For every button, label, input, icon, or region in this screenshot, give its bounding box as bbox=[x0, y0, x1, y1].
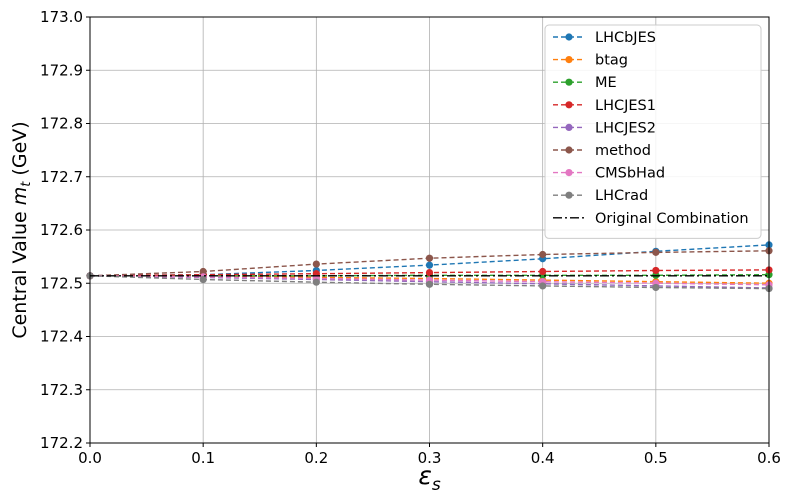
legend-entry-lhcjes1: LHCJES1 bbox=[553, 98, 656, 114]
legend-box bbox=[544, 24, 762, 239]
legend-swatch-marker bbox=[565, 146, 573, 154]
x-tick-label: 0.1 bbox=[191, 449, 215, 467]
legend-entry-cmsbhad: CMSbHad bbox=[553, 166, 665, 182]
legend-label: btag bbox=[595, 53, 628, 69]
series-layer bbox=[86, 241, 773, 293]
data-point-lhcjes1 bbox=[539, 267, 547, 276]
y-tick-label: 172.9 bbox=[40, 61, 83, 79]
legend: LHCbJES btag ME LHCJES1 LHCJES2 method CMSbHad… bbox=[544, 24, 762, 239]
x-tick-label: 0.6 bbox=[757, 449, 781, 467]
data-point-lhcrad bbox=[539, 282, 547, 290]
legend-entry-method: method bbox=[553, 143, 651, 159]
legend-entry-lhcjes2: LHCJES2 bbox=[553, 120, 656, 136]
y-tick-label: 172.3 bbox=[40, 381, 83, 399]
data-point-lhcbjes bbox=[425, 261, 434, 269]
legend-entry-lhcrad: LHCrad bbox=[553, 188, 648, 204]
data-point-lhcrad bbox=[199, 275, 207, 284]
x-tick-label: 0.0 bbox=[78, 449, 102, 467]
data-point-method bbox=[425, 254, 434, 262]
legend-label: LHCbJES bbox=[595, 30, 656, 46]
legend-entry-btag: btag bbox=[553, 53, 628, 69]
legend-label: LHCrad bbox=[595, 188, 648, 204]
legend-label: Original Combination bbox=[595, 211, 749, 227]
axis-ticks: 0.0 0.1 0.2 0.3 0.4 0.5 0.6 172.2 172.3 172.4 172.… bbox=[40, 8, 781, 467]
data-point-lhcrad bbox=[652, 283, 660, 292]
x-tick-label: 0.3 bbox=[418, 449, 442, 467]
y-tick-label: 172.7 bbox=[40, 168, 83, 186]
x-tick-label: 0.2 bbox=[304, 449, 328, 467]
y-tick-label: 172.6 bbox=[40, 221, 83, 239]
data-point-method bbox=[652, 248, 660, 256]
legend-label: LHCJES1 bbox=[595, 98, 656, 114]
legend-entry-original-combination: Original Combination bbox=[553, 211, 749, 227]
y-tick-label: 173.0 bbox=[40, 8, 83, 26]
data-point-lhcjes1 bbox=[652, 266, 660, 275]
legend-label: LHCJES2 bbox=[595, 120, 656, 136]
data-point-lhcjes1 bbox=[425, 269, 434, 277]
data-point-method bbox=[312, 260, 320, 268]
x-tick-label: 0.5 bbox=[644, 449, 668, 467]
legend-swatch-marker bbox=[565, 101, 573, 109]
x-axis-label: εs bbox=[418, 461, 441, 495]
legend-swatch-marker bbox=[565, 123, 573, 131]
y-tick-label: 172.2 bbox=[40, 434, 83, 452]
legend-label: ME bbox=[595, 75, 617, 91]
legend-label: CMSbHad bbox=[595, 166, 665, 182]
data-point-lhcrad bbox=[425, 280, 434, 288]
y-axis-label: Central Value mt (GeV) bbox=[9, 121, 34, 338]
data-point-method bbox=[539, 250, 547, 259]
data-point-lhcrad bbox=[312, 278, 320, 286]
data-point-method bbox=[199, 267, 207, 276]
legend-entry-me: ME bbox=[553, 75, 617, 91]
series-lhcrad bbox=[86, 272, 773, 293]
y-tick-label: 172.5 bbox=[40, 274, 83, 292]
series-method bbox=[86, 247, 773, 280]
legend-entry-lhcbjes: LHCbJES bbox=[553, 30, 656, 46]
legend-swatch-marker bbox=[565, 33, 573, 41]
legend-swatch-marker bbox=[565, 56, 573, 64]
legend-swatch-marker bbox=[565, 191, 573, 199]
legend-swatch-marker bbox=[565, 78, 573, 86]
y-tick-label: 172.8 bbox=[40, 115, 83, 133]
x-tick-label: 0.4 bbox=[531, 449, 555, 467]
legend-label: method bbox=[595, 143, 651, 159]
y-tick-label: 172.4 bbox=[40, 328, 83, 346]
legend-swatch-marker bbox=[565, 169, 573, 177]
